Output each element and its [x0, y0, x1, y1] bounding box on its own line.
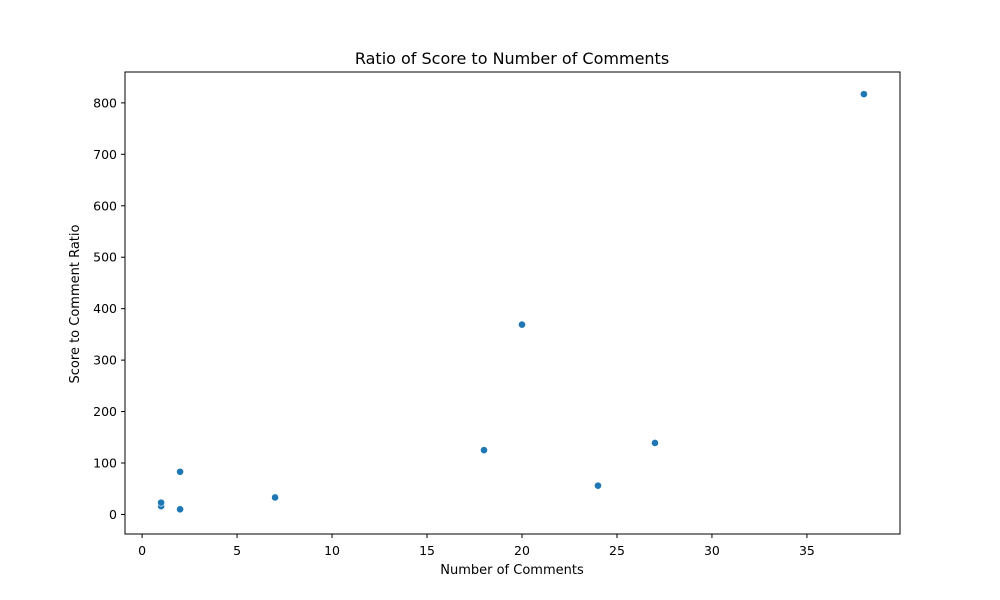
data-point — [594, 481, 602, 490]
y-tick-label: 600 — [93, 198, 117, 213]
x-tick-label: 0 — [138, 543, 146, 558]
y-tick-label: 200 — [93, 404, 117, 419]
x-tick-label: 15 — [419, 543, 435, 558]
data-point — [271, 493, 279, 502]
y-tick-label: 300 — [93, 353, 117, 368]
x-tick-label: 25 — [609, 543, 625, 558]
data-point — [176, 467, 184, 476]
x-tick-label: 5 — [233, 543, 241, 558]
plot-area: 0 5 10 15 20 25 30 35 0 100 200 300 400 500 600 700 800 — [93, 71, 901, 558]
data-point — [157, 498, 165, 507]
y-tick-label: 400 — [93, 301, 117, 316]
data-point — [518, 320, 526, 329]
y-tick-label: 700 — [93, 147, 117, 162]
data-point — [480, 446, 488, 455]
chart-title: Ratio of Score to Number of Comments — [355, 49, 669, 68]
x-axis-title: Number of Comments — [440, 563, 584, 578]
y-axis-title: Score to Comment Ratio — [68, 224, 83, 383]
y-tick-label: 0 — [109, 507, 117, 522]
data-point — [651, 439, 659, 447]
x-tick-label: 35 — [799, 543, 815, 558]
data-point — [176, 505, 184, 514]
y-tick-label: 800 — [93, 95, 117, 110]
data-point — [860, 90, 868, 99]
y-tick-label: 100 — [93, 456, 117, 471]
plot-frame — [124, 71, 901, 535]
x-tick-label: 30 — [704, 543, 720, 558]
y-tick-label: 500 — [93, 250, 117, 265]
x-tick-label: 10 — [324, 543, 340, 558]
x-tick-label: 20 — [514, 543, 530, 558]
